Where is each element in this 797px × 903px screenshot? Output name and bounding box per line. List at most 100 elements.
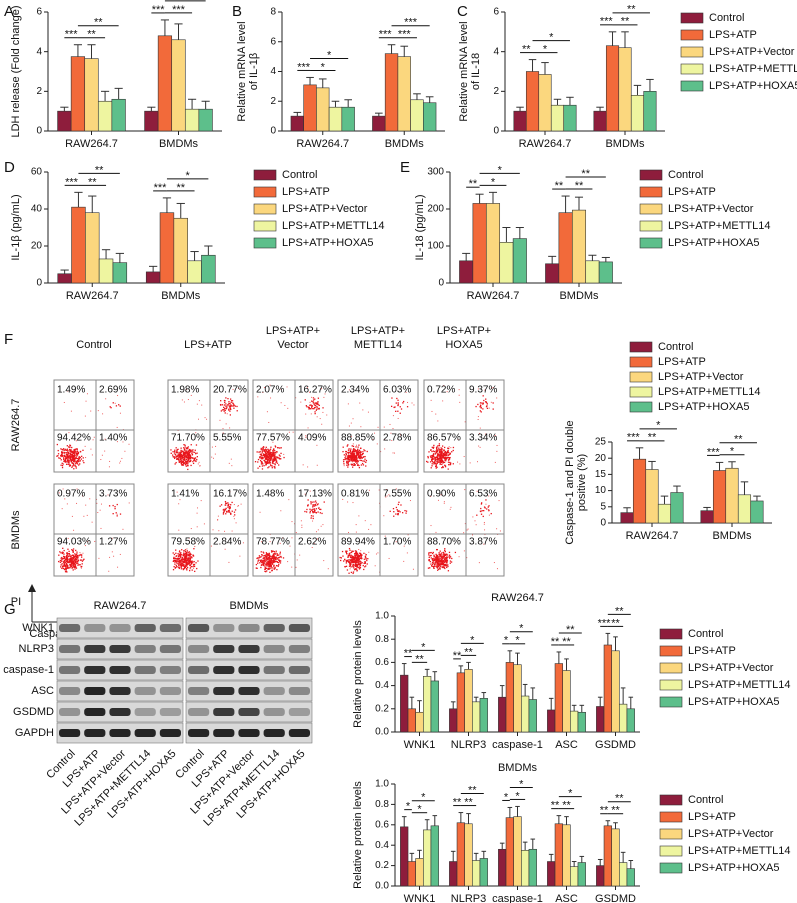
dot (312, 402, 315, 404)
legend-swatch (639, 237, 663, 249)
dot (222, 512, 225, 514)
dot (439, 450, 441, 452)
legend-label: LPS+ATP (709, 29, 757, 41)
blot-band (188, 624, 210, 632)
sig-label: * (327, 49, 332, 61)
dot (267, 558, 269, 560)
dot (344, 558, 346, 561)
dot (443, 566, 445, 569)
dot (359, 566, 362, 569)
dot (291, 537, 293, 539)
dot (100, 459, 102, 461)
dot (351, 457, 353, 460)
dot (442, 563, 444, 565)
y-tick-label: 0.0 (375, 727, 389, 738)
dot (174, 560, 176, 562)
dot (69, 555, 72, 558)
dot (354, 460, 356, 462)
dot (188, 456, 191, 458)
dot (188, 449, 191, 452)
dot (449, 560, 452, 562)
dot (66, 567, 68, 569)
dot (432, 563, 434, 565)
dot (67, 451, 70, 454)
dot (444, 549, 446, 552)
dot (61, 465, 64, 467)
dot (441, 555, 443, 557)
bar (577, 862, 586, 887)
dot (99, 509, 101, 511)
dot (270, 558, 272, 560)
sig-label: * (491, 176, 496, 188)
dot (441, 451, 443, 453)
dot (346, 550, 348, 552)
dot (443, 557, 445, 560)
dot (195, 432, 197, 434)
dot (321, 388, 323, 390)
dot (353, 458, 356, 460)
dot (326, 414, 328, 416)
dot (312, 511, 314, 514)
dot (438, 552, 440, 554)
dot (347, 451, 350, 454)
dot (112, 513, 114, 515)
dot (400, 434, 402, 436)
dot (63, 563, 66, 565)
dot (194, 449, 196, 451)
dot (260, 447, 262, 450)
dot (74, 561, 76, 564)
legend-label: Control (709, 12, 744, 24)
dot (270, 561, 272, 563)
dot (363, 552, 365, 554)
dot (64, 567, 66, 570)
dot (67, 461, 69, 463)
dot (71, 456, 73, 458)
dot (264, 570, 266, 572)
dot (75, 465, 77, 468)
dot (265, 464, 267, 466)
dot (494, 434, 496, 436)
sig-label: * (568, 788, 573, 800)
dot (76, 556, 78, 559)
blot-band (109, 666, 131, 674)
dot (122, 528, 124, 530)
dot (185, 553, 187, 555)
dot (438, 567, 441, 569)
quadrant-value: 2.62% (298, 537, 326, 548)
dot (492, 408, 494, 410)
dot (309, 404, 311, 406)
dot (222, 432, 224, 434)
dot (83, 461, 85, 464)
dot (357, 561, 359, 563)
legend-swatch (659, 862, 683, 874)
bar (562, 824, 571, 887)
sig-label: * (549, 32, 554, 44)
dot (496, 397, 498, 399)
dot (444, 464, 446, 466)
dot (445, 453, 447, 456)
dot (269, 541, 271, 543)
dot (311, 517, 313, 519)
dot (76, 449, 78, 451)
dot (265, 463, 268, 465)
dot (269, 448, 272, 450)
legend-label: LPS+ATP+HOXA5 (709, 80, 797, 92)
dot (177, 456, 180, 458)
dot (279, 551, 281, 553)
bar (472, 860, 481, 887)
blot-band (59, 624, 81, 632)
dot (304, 493, 306, 495)
dot (283, 453, 285, 455)
dot (262, 448, 264, 450)
dot (188, 455, 190, 457)
dot (175, 456, 177, 458)
dot (72, 569, 74, 571)
dot (261, 462, 263, 464)
dot (75, 567, 78, 569)
dot (440, 552, 443, 554)
dot (183, 567, 186, 570)
dot (67, 566, 69, 569)
dot (260, 559, 263, 561)
sig-label: ** (562, 636, 571, 648)
dot (447, 570, 450, 572)
